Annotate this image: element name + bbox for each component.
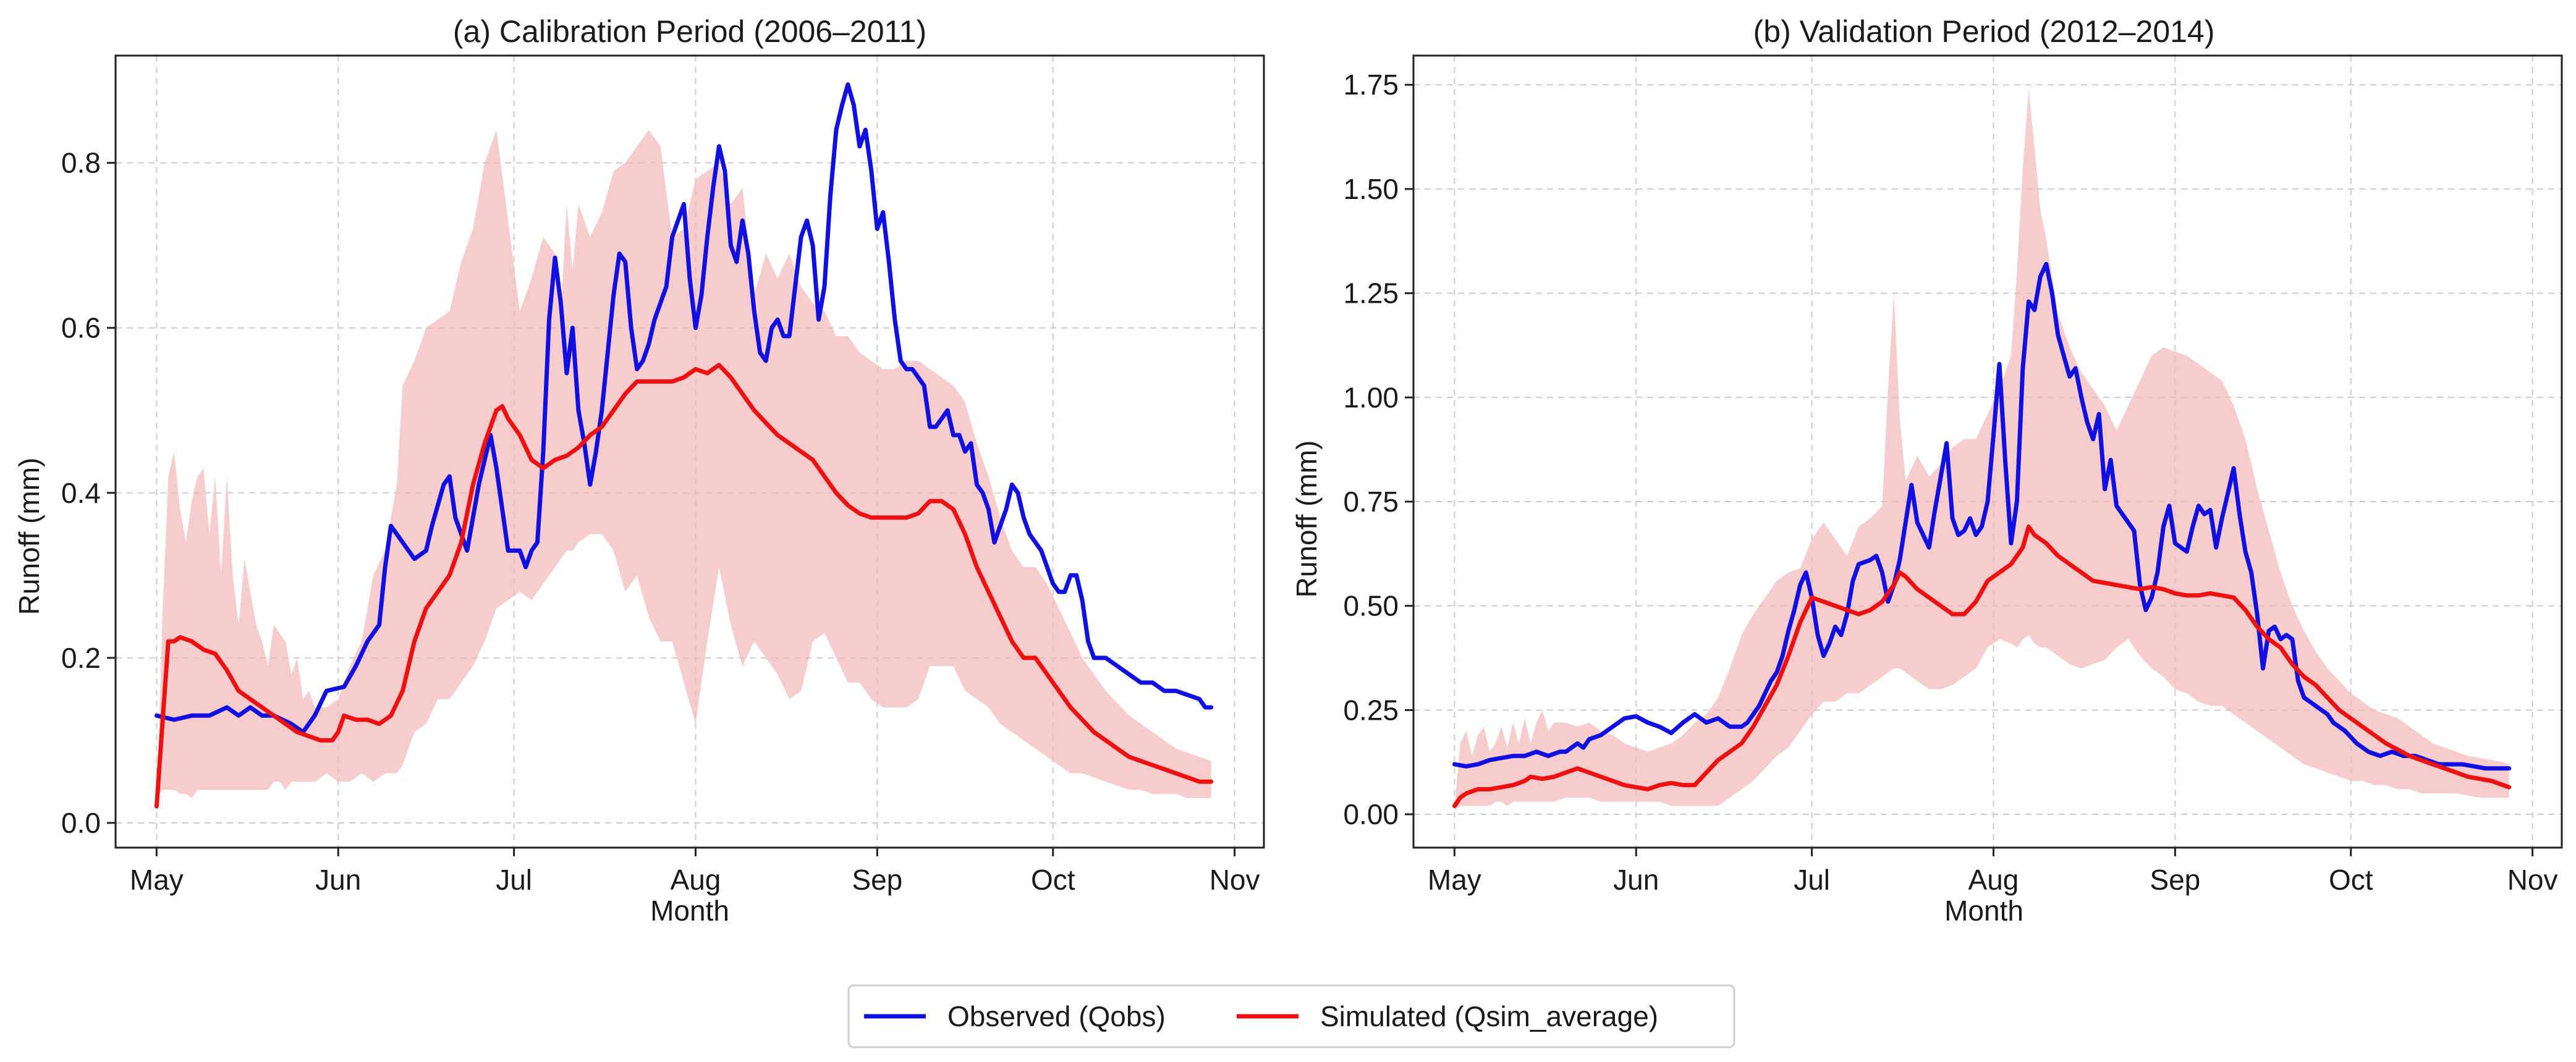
plot-frame	[114, 54, 1265, 849]
y-tick-label: 1.75	[1343, 69, 1399, 101]
x-tick-label: Aug	[671, 864, 721, 896]
x-tick-label: Sep	[2150, 864, 2200, 896]
legend: Observed (Qobs) Simulated (Qsim_average)	[847, 984, 1735, 1048]
y-tick-label: 0.00	[1343, 798, 1399, 830]
legend-observed-label: Observed (Qobs)	[947, 1000, 1166, 1032]
simulated-line	[154, 363, 1214, 809]
y-tick-label: 0.4	[61, 477, 101, 509]
y-axis-label: Runoff (mm)	[13, 458, 45, 615]
axis-ticks: May Jun Jul Aug Sep Oct Nov 0.00 0.25 0.50 0.75 1.0…	[1343, 69, 2557, 896]
x-tick-label: Jul	[1794, 864, 1830, 896]
uncertainty-band	[156, 130, 1211, 807]
chart-title: (a) Calibration Period (2006–2011)	[453, 14, 926, 49]
plot-frame	[1412, 54, 2563, 849]
observed-line	[154, 82, 1214, 735]
y-tick-label: 0.2	[61, 642, 101, 674]
simulated-line	[1452, 525, 2512, 808]
validation-chart: (b) Validation Period (2012–2014) May Jun…	[1290, 14, 2563, 927]
y-tick-label: 0.6	[61, 312, 101, 344]
x-tick-label: Nov	[1210, 864, 1260, 896]
observed-line	[1452, 261, 2512, 771]
chart-title: (b) Validation Period (2012–2014)	[1753, 14, 2215, 49]
x-tick-label: Sep	[852, 864, 902, 896]
x-tick-label: Jun	[315, 864, 361, 896]
x-tick-label: Jul	[496, 864, 532, 896]
x-tick-label: Nov	[2507, 864, 2558, 896]
uncertainty-band	[1454, 89, 2509, 811]
x-tick-label: Aug	[1968, 864, 2019, 896]
y-tick-label: 1.00	[1343, 381, 1399, 413]
axis-ticks: May Jun Jul Aug Sep Oct Nov 0.0 0.2 0.4 0.6 0.8	[61, 147, 1260, 896]
calibration-chart: (a) Calibration Period (2006–2011) May Ju…	[13, 14, 1265, 927]
x-tick-label: Oct	[2329, 864, 2373, 896]
x-tick-label: Oct	[1031, 864, 1075, 896]
x-axis-label: Month	[1944, 895, 2023, 927]
x-axis-label: Month	[650, 895, 729, 927]
y-axis-label: Runoff (mm)	[1290, 440, 1323, 598]
y-tick-label: 0.0	[61, 807, 101, 839]
x-tick-label: May	[130, 864, 184, 896]
y-tick-label: 1.50	[1343, 173, 1399, 205]
x-tick-label: Jun	[1613, 864, 1659, 896]
y-tick-label: 0.75	[1343, 486, 1399, 518]
y-tick-label: 0.50	[1343, 590, 1399, 622]
y-tick-label: 0.8	[61, 147, 101, 179]
legend-simulated-label: Simulated (Qsim_average)	[1320, 1000, 1658, 1032]
x-tick-label: May	[1428, 864, 1481, 896]
y-tick-label: 0.25	[1343, 694, 1399, 726]
y-tick-label: 1.25	[1343, 277, 1399, 310]
